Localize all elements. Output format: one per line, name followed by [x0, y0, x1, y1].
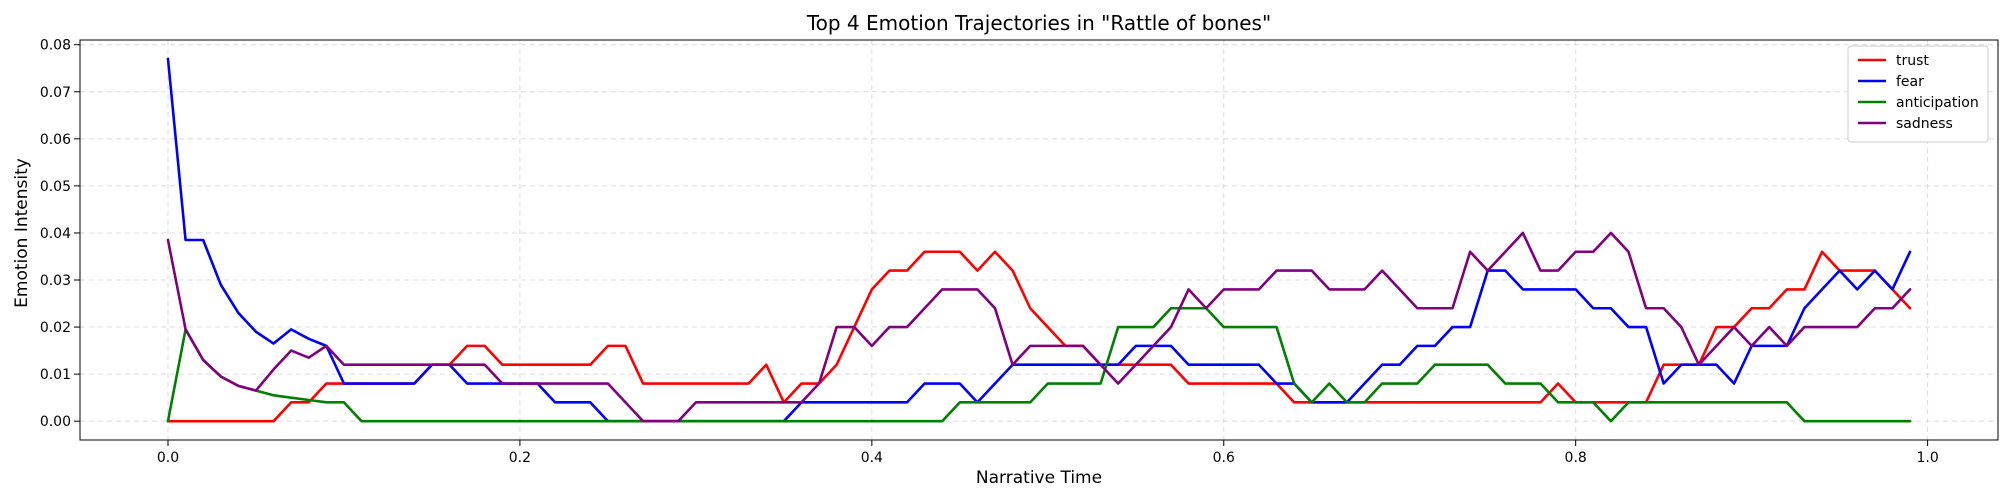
y-tick-label: 0.02	[40, 320, 71, 336]
y-tick-label: 0.04	[40, 226, 71, 242]
grid	[80, 40, 1998, 440]
legend-label-fear: fear	[1896, 74, 1924, 90]
y-tick-label: 0.07	[40, 85, 71, 101]
x-tick-label: 0.6	[1213, 450, 1235, 466]
series-line-sadness	[166, 231, 1912, 423]
y-tick-label: 0.08	[40, 38, 71, 54]
series-layer	[166, 57, 1912, 423]
series-line-anticipation	[166, 306, 1912, 423]
x-tick-label: 0.4	[861, 450, 883, 466]
y-axis-title: Emotion Intensity	[12, 158, 32, 308]
x-tick-label: 0.0	[157, 450, 179, 466]
legend-label-sadness: sadness	[1896, 116, 1953, 132]
legend-label-anticipation: anticipation	[1896, 95, 1979, 111]
y-tick-label: 0.03	[40, 273, 71, 289]
y-tick-label: 0.06	[40, 132, 71, 148]
legend-label-trust: trust	[1896, 53, 1929, 69]
x-axis-title: Narrative Time	[976, 468, 1102, 488]
legend: trust fear anticipation sadness	[1847, 45, 1989, 143]
series-line-trust	[166, 250, 1912, 423]
y-tick-label: 0.01	[40, 367, 71, 383]
x-tick-label: 0.2	[509, 450, 531, 466]
x-tick-label: 1.0	[1916, 450, 1938, 466]
y-tick-label: 0.00	[40, 414, 71, 430]
chart-title: Top 4 Emotion Trajectories in "Rattle of…	[806, 11, 1271, 35]
series-line-fear	[166, 57, 1912, 423]
axes: 0.0 0.2 0.4 0.6 0.8 1.0 0.00 0.01 0.02 0.03 0.04 0.…	[40, 38, 1999, 466]
y-tick-label: 0.05	[40, 179, 71, 195]
x-tick-label: 0.8	[1565, 450, 1587, 466]
plot-frame	[79, 39, 1999, 441]
legend-box	[1847, 45, 1989, 143]
